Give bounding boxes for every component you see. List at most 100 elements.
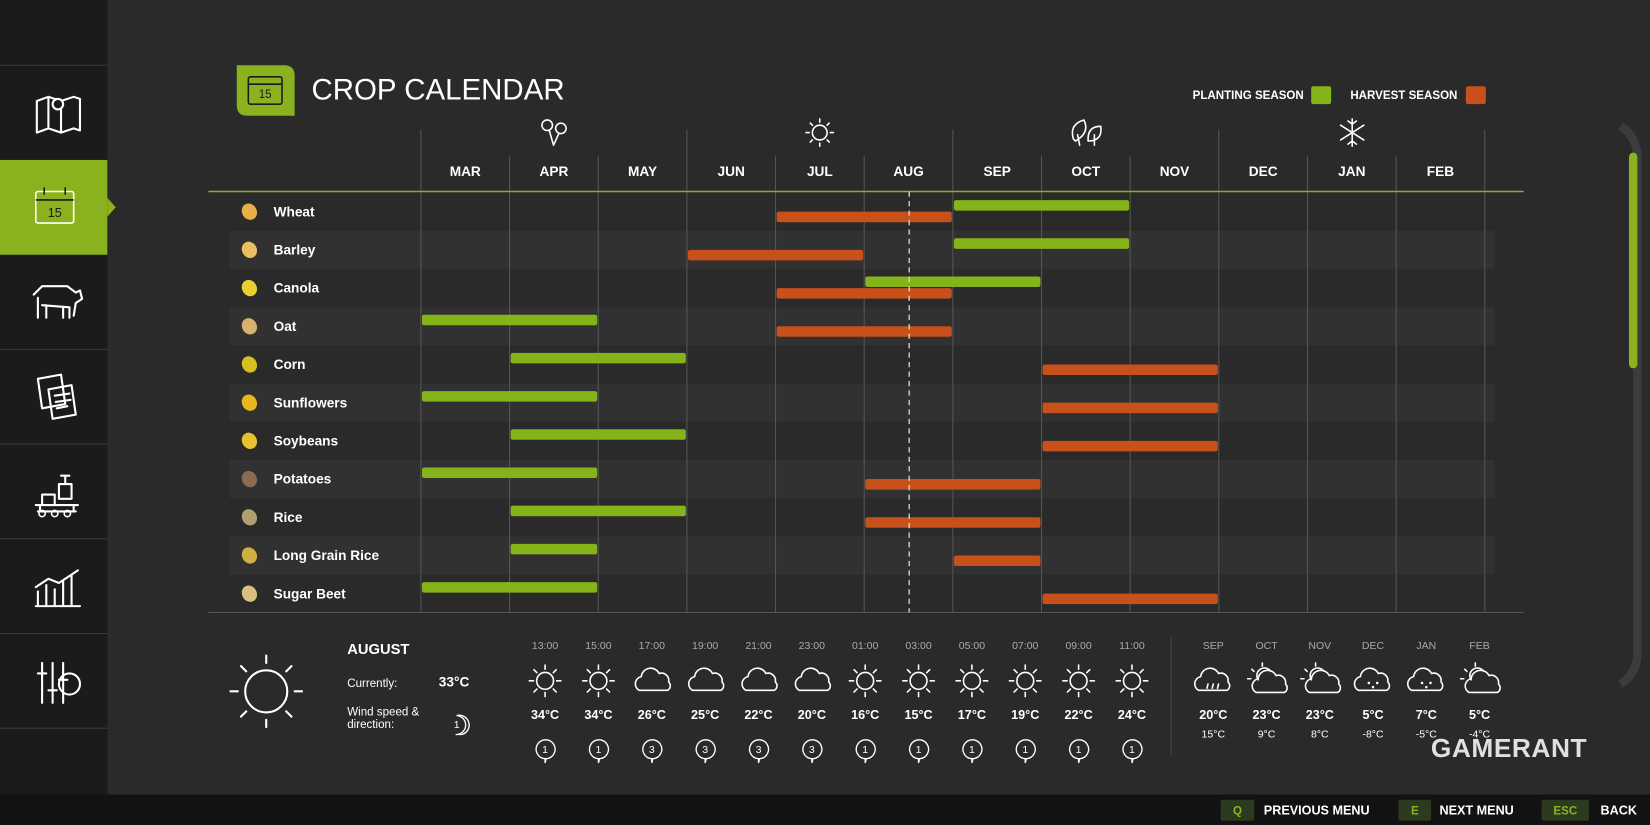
wind-indicator	[642, 739, 663, 764]
crop-name: Oat	[274, 319, 297, 334]
currently-label: Currently:	[347, 678, 397, 690]
harvest-bar	[865, 479, 1041, 490]
wind-value: 3	[756, 744, 762, 756]
forecast-time: 13:00	[532, 640, 558, 652]
snow-flake	[1429, 681, 1432, 685]
sun-ray	[1139, 668, 1144, 674]
key-label: ESC	[1553, 805, 1577, 817]
calendar-grid: MAR APR MAY JUN JUL AUG SEP OCT NOV DEC JAN FEB Whea…	[229, 129, 1495, 613]
month-label: DEC	[1249, 164, 1278, 179]
wind-value: 1	[542, 744, 548, 756]
wind-value: 3	[649, 744, 655, 756]
map-menu-button[interactable]	[35, 95, 82, 134]
forecast-time: 03:00	[905, 640, 931, 652]
month-label: MAR	[450, 164, 481, 179]
sun-icon	[535, 671, 555, 691]
control-label: BACK	[1601, 804, 1637, 818]
wind-indicator	[908, 739, 930, 764]
control-hint[interactable]: Q PREVIOUS MENU	[1220, 799, 1370, 821]
animals-menu-button[interactable]	[32, 285, 84, 319]
wind-indicator	[1015, 739, 1036, 764]
forecast-high: 20°C	[1199, 708, 1227, 722]
sun-icon	[962, 671, 982, 691]
planting-bar	[865, 276, 1041, 288]
row-band	[229, 230, 1495, 269]
key-box	[1220, 799, 1255, 821]
weather-current: AUGUST Currently: 33°C Wind speed & dire…	[229, 642, 470, 736]
wind-value: 1	[862, 744, 868, 756]
forecast-time: 11:00	[1119, 640, 1145, 652]
planting-bar	[421, 391, 598, 402]
control-hint[interactable]: ESC BACK	[1541, 799, 1637, 821]
production-menu-button[interactable]	[34, 474, 79, 518]
harvest-bar	[687, 249, 864, 261]
settings-menu-button[interactable]	[36, 661, 82, 704]
control-hint[interactable]: E NEXT MENU	[1398, 799, 1514, 821]
forecast-high: 23°C	[1306, 708, 1334, 722]
crop-name: Potatoes	[274, 472, 332, 487]
hourly-forecast: 19:00 25°C 3	[687, 640, 725, 764]
menu-calendar-day: 15	[48, 206, 62, 220]
sun-ray	[1013, 688, 1018, 693]
forecast-temp: 19°C	[1011, 708, 1039, 722]
rain-drop	[1211, 683, 1215, 689]
cloud-icon	[1194, 667, 1231, 692]
wind-indicator	[855, 739, 876, 764]
sun-ray	[586, 668, 592, 674]
crop-row: Long Grain Rice	[241, 543, 1041, 566]
page-title: CROP CALENDAR	[311, 73, 564, 106]
cloud-icon	[1251, 669, 1288, 694]
wind-indicator	[802, 739, 823, 764]
hourly-forecast: 21:00 22°C 3	[741, 640, 778, 764]
crop-name: Soybeans	[274, 434, 339, 449]
sun-ray	[1032, 668, 1038, 674]
forecast-temp: 24°C	[1118, 708, 1146, 722]
sun-ray	[959, 688, 965, 693]
sun-icon	[1122, 671, 1142, 691]
cloud-icon	[1353, 667, 1391, 692]
sun-ray	[1085, 668, 1091, 674]
forecast-month: NOV	[1308, 640, 1331, 652]
statistics-menu-button[interactable]	[34, 569, 82, 608]
header: 15 CROP CALENDAR PLANTING SEASON HARVEST…	[236, 65, 1486, 116]
wind-indicator	[535, 739, 556, 764]
crop-name: Sunflowers	[274, 395, 348, 410]
contracts-menu-button[interactable]	[36, 373, 77, 420]
row-band	[229, 536, 1495, 575]
harvest-bar	[1042, 402, 1218, 414]
current-temperature: 33°C	[439, 675, 470, 690]
hourly-forecast: 23:00 20°C 3	[794, 640, 832, 764]
month-label: JUN	[718, 164, 745, 179]
crop-name: Barley	[274, 243, 316, 258]
month-label: SEP	[984, 164, 1011, 179]
forecast-temp: 15°C	[904, 708, 932, 722]
snow-flake	[1420, 681, 1424, 685]
planting-bar	[421, 467, 598, 479]
forecast-high: 5°C	[1362, 708, 1383, 722]
forecast-time: 15:00	[585, 640, 611, 652]
hourly-forecast: 05:00 17°C 1	[955, 640, 989, 764]
calendar-menu-button[interactable]: 15	[0, 159, 116, 255]
season-icons	[541, 118, 1365, 148]
wind-value: 1	[1022, 744, 1028, 756]
crop-row: Wheat	[241, 200, 1130, 223]
wind-value: 1	[1129, 744, 1135, 756]
summer-icon	[805, 118, 835, 148]
key-label: E	[1411, 805, 1419, 817]
cloud-icon	[794, 667, 832, 692]
month-label: JUL	[807, 164, 833, 179]
wind-label-line: Wind speed &	[347, 706, 419, 718]
forecast-time: 05:00	[959, 640, 985, 652]
forecast-high: 7°C	[1416, 708, 1437, 722]
forecast-high: 23°C	[1252, 708, 1280, 722]
crop-icon	[241, 203, 258, 220]
scroll-thumb[interactable]	[1628, 152, 1638, 369]
sun-partial	[1459, 662, 1485, 681]
sidebar: 15	[0, 0, 116, 795]
wind-indicator	[1122, 739, 1143, 764]
crop-name: Rice	[274, 510, 303, 525]
snow-flake	[1425, 685, 1428, 689]
sun-ray	[605, 688, 611, 693]
crop-icon	[241, 432, 258, 450]
month-label: NOV	[1160, 164, 1190, 179]
